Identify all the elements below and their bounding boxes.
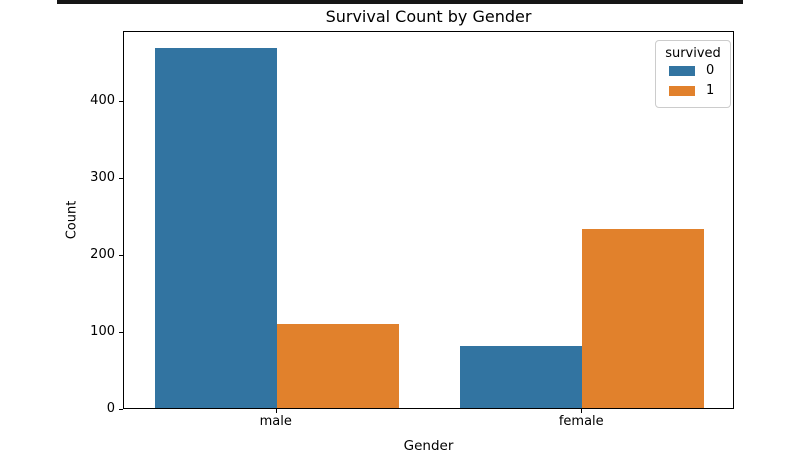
y-tick-mark-400 [119, 101, 123, 103]
y-tick-label-400: 400 [90, 93, 115, 109]
y-tick-label-300: 300 [90, 170, 115, 186]
legend-entry-1: 1 [656, 81, 730, 101]
y-tick-mark-300 [119, 178, 123, 180]
y-tick-mark-100 [119, 332, 123, 334]
y-tick-mark-0 [119, 409, 123, 410]
legend-entry-0: 0 [656, 61, 730, 81]
legend-swatch-1 [669, 86, 695, 96]
y-tick-label-100: 100 [90, 324, 115, 340]
bar-female-0 [460, 345, 583, 408]
bar-male-1 [276, 324, 399, 408]
bar-male-0 [154, 48, 277, 408]
x-tick-mark-male [275, 409, 277, 413]
legend-swatch-0 [669, 66, 695, 76]
x-tick-label-male: male [259, 414, 292, 429]
y-tick-mark-200 [119, 255, 123, 257]
legend-title: survived [665, 46, 721, 61]
bar-female-1 [582, 228, 705, 408]
y-axis-label: Count [64, 200, 80, 240]
x-axis-label: Gender [403, 438, 454, 454]
chart-title: Survival Count by Gender [325, 7, 532, 26]
x-tick-label-female: female [558, 414, 604, 429]
x-tick-mark-female [581, 409, 583, 413]
legend-label-1: 1 [706, 83, 715, 98]
window-edge-strip [57, 0, 743, 4]
y-tick-label-0: 0 [106, 401, 115, 416]
bars-layer [124, 32, 733, 408]
y-tick-label-200: 200 [90, 247, 115, 263]
plot-area [123, 31, 734, 409]
legend-label-0: 0 [706, 63, 715, 78]
